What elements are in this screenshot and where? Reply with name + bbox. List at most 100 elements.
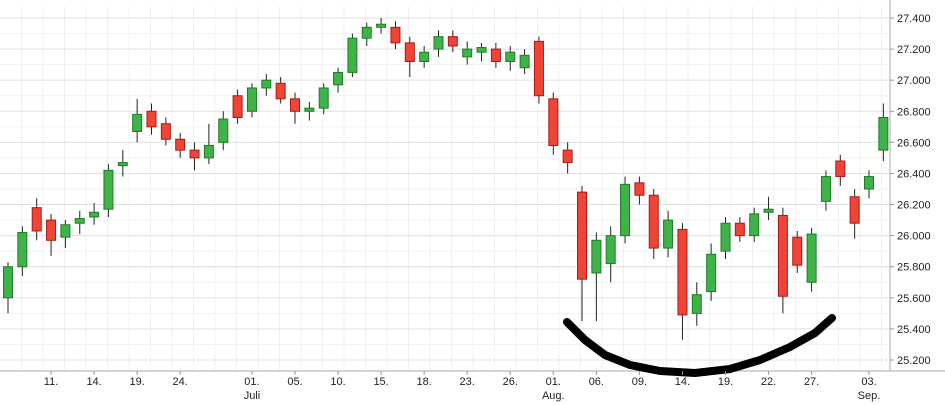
x-axis-labels: 11. 14. 19. 24. 01. 05. 10. 15. 18. 23. 26. 01. 06. 0… bbox=[44, 371, 880, 402]
candle-body-up bbox=[261, 79, 272, 89]
candle[interactable] bbox=[548, 92, 559, 155]
candle[interactable] bbox=[17, 226, 28, 277]
candle[interactable] bbox=[146, 103, 157, 135]
candle-body-down bbox=[792, 236, 803, 266]
candle-body-up bbox=[89, 211, 100, 218]
candle[interactable] bbox=[447, 30, 458, 53]
candle[interactable] bbox=[634, 176, 645, 205]
candle[interactable] bbox=[820, 170, 831, 211]
candle[interactable] bbox=[333, 67, 344, 93]
candle[interactable] bbox=[304, 101, 315, 121]
candle-body-up bbox=[304, 107, 315, 112]
candle[interactable] bbox=[490, 42, 501, 68]
candle-body-up bbox=[605, 235, 616, 265]
candle-body-down bbox=[849, 196, 860, 224]
candle[interactable] bbox=[849, 189, 860, 239]
candle-body-up bbox=[361, 26, 372, 39]
candle[interactable] bbox=[533, 36, 544, 104]
candle-body-up bbox=[117, 162, 128, 167]
candle[interactable] bbox=[175, 133, 186, 158]
candle[interactable] bbox=[706, 243, 717, 301]
month-label: Aug. bbox=[542, 390, 565, 402]
candle-body-up bbox=[333, 71, 344, 86]
candle[interactable] bbox=[577, 185, 587, 322]
candle-body-down bbox=[533, 40, 544, 97]
candle[interactable] bbox=[318, 83, 329, 115]
candle[interactable] bbox=[763, 196, 774, 221]
candle-body-down bbox=[562, 149, 573, 164]
candle[interactable] bbox=[677, 223, 688, 340]
candle-body-up bbox=[806, 233, 817, 283]
x-axis-label: 09. bbox=[632, 376, 647, 388]
candle[interactable] bbox=[691, 282, 702, 326]
candle[interactable] bbox=[132, 98, 143, 143]
candle-body-down bbox=[648, 194, 659, 249]
candle[interactable] bbox=[864, 170, 874, 199]
candle[interactable] bbox=[462, 41, 473, 65]
candle[interactable] bbox=[189, 142, 200, 171]
candle[interactable] bbox=[591, 232, 602, 322]
candle[interactable] bbox=[562, 142, 573, 174]
candle[interactable] bbox=[620, 176, 631, 244]
candle[interactable] bbox=[60, 220, 71, 249]
candle[interactable] bbox=[89, 202, 100, 225]
candle[interactable] bbox=[663, 210, 674, 258]
x-axis-label: 01. bbox=[546, 376, 561, 388]
candle[interactable] bbox=[290, 92, 300, 124]
candle[interactable] bbox=[103, 164, 114, 217]
candle[interactable] bbox=[605, 226, 616, 283]
candle[interactable] bbox=[117, 150, 128, 177]
candle[interactable] bbox=[404, 36, 415, 78]
candle[interactable] bbox=[347, 33, 358, 78]
candle[interactable] bbox=[749, 207, 760, 242]
candle[interactable] bbox=[203, 123, 214, 165]
candle-body-up bbox=[17, 232, 28, 268]
candle[interactable] bbox=[74, 210, 85, 235]
candle[interactable] bbox=[505, 45, 516, 71]
candle[interactable] bbox=[806, 227, 817, 292]
trend-annotation bbox=[563, 314, 836, 377]
candle[interactable] bbox=[777, 207, 788, 314]
candle[interactable] bbox=[31, 198, 42, 241]
candle[interactable] bbox=[218, 111, 229, 151]
candle[interactable] bbox=[376, 18, 387, 34]
candle[interactable] bbox=[648, 189, 659, 259]
candle-body-up bbox=[132, 113, 143, 132]
candle-body-up bbox=[419, 51, 430, 63]
candle[interactable] bbox=[46, 213, 57, 256]
candle-body-up bbox=[691, 294, 702, 314]
y-axis-label: 25.200 bbox=[897, 355, 931, 367]
candle[interactable] bbox=[734, 216, 745, 242]
candle-body-down bbox=[46, 219, 57, 241]
candle[interactable] bbox=[720, 216, 731, 259]
candle-body-up bbox=[749, 213, 760, 237]
x-axis-label: 14. bbox=[86, 376, 101, 388]
candle[interactable] bbox=[476, 42, 487, 62]
x-axis-label: 03. bbox=[861, 376, 876, 388]
candle[interactable] bbox=[232, 89, 243, 124]
y-axis-label: 26.400 bbox=[897, 168, 931, 180]
candle[interactable] bbox=[246, 83, 257, 118]
x-axis-label: 10. bbox=[330, 376, 345, 388]
candle[interactable] bbox=[390, 21, 401, 50]
candle[interactable] bbox=[878, 103, 889, 162]
candle-body-up bbox=[103, 169, 114, 210]
candle[interactable] bbox=[160, 117, 171, 146]
x-axis-label: 19. bbox=[130, 376, 145, 388]
candle-body-up bbox=[663, 219, 674, 249]
candle[interactable] bbox=[3, 262, 13, 314]
candle[interactable] bbox=[275, 77, 286, 104]
x-axis-label: 24. bbox=[173, 376, 188, 388]
candle[interactable] bbox=[433, 30, 444, 57]
candles-group[interactable] bbox=[3, 18, 889, 340]
candle[interactable] bbox=[261, 73, 272, 96]
candle[interactable] bbox=[835, 154, 846, 186]
month-label: Juli bbox=[244, 390, 261, 402]
x-axis-label: 01. bbox=[244, 376, 259, 388]
candle[interactable] bbox=[361, 22, 372, 46]
candle-body-down bbox=[777, 214, 788, 297]
candle[interactable] bbox=[519, 49, 530, 74]
candle[interactable] bbox=[419, 45, 430, 68]
candle[interactable] bbox=[792, 230, 803, 273]
